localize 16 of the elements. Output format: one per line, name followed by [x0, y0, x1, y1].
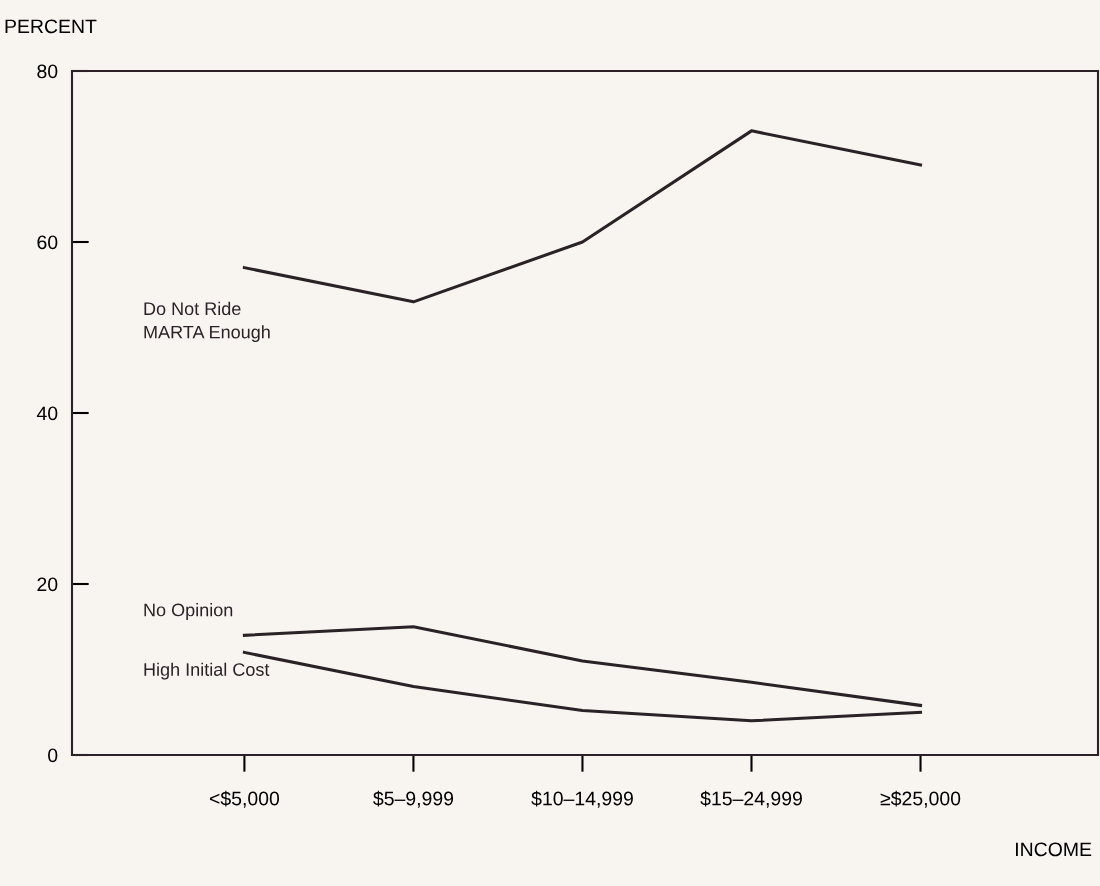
x-tick-label: <$5,000 — [209, 790, 280, 808]
x-tick-label: $10–14,999 — [531, 790, 633, 808]
line-series — [242, 129, 923, 304]
series-label: High Initial Cost — [144, 662, 270, 680]
series-label: Do Not Ride MARTA Enough — [144, 301, 270, 343]
y-tick-label: 0 — [48, 748, 58, 763]
series-label: No Opinion — [144, 603, 233, 620]
x-axis-title: INCOME — [1016, 842, 1092, 857]
x-tick-label: ≥$25,000 — [880, 790, 961, 808]
y-tick-label: 20 — [37, 577, 58, 592]
x-tick-label: $15–24,999 — [700, 790, 802, 808]
y-tick-label: 60 — [37, 235, 58, 250]
x-tick-label: $5–9,999 — [373, 790, 454, 808]
y-tick-label: 80 — [37, 64, 58, 79]
y-axis-title: PERCENT — [5, 19, 97, 34]
y-tick-label: 40 — [36, 406, 58, 421]
